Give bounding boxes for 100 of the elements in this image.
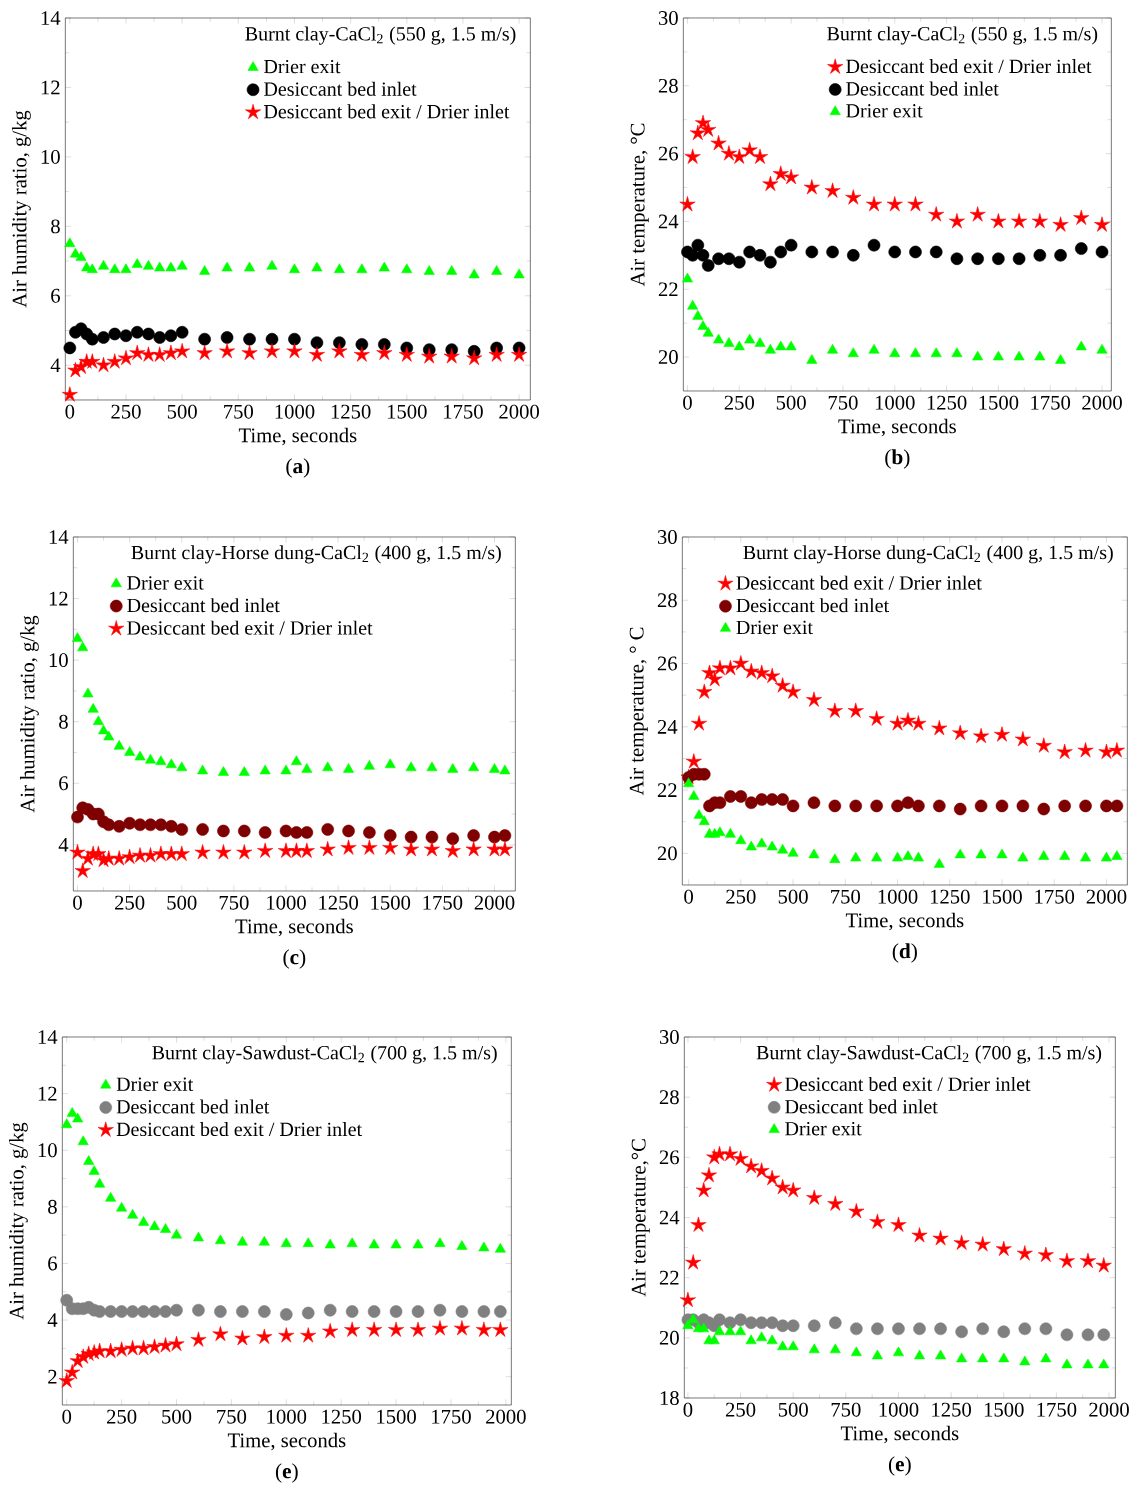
x-axis-title: Time, seconds	[235, 918, 353, 937]
x-tick-label: 1250	[927, 395, 967, 410]
x-tick-label: 0	[72, 895, 82, 910]
y-tick-label: 6	[59, 776, 68, 791]
legend-title: Burnt clay-Sawdust-CaCl$_{2}$ (700 g, 1.5 m/s)	[756, 1045, 1101, 1064]
text: (a)	[286, 458, 310, 478]
legend-label: Desiccant bed exit / Drier inlet	[116, 1122, 362, 1137]
legend-label: Desiccant bed inlet	[263, 81, 417, 96]
x-tick-label: 1500	[387, 404, 427, 419]
y-tick-label: 14	[38, 1030, 58, 1044]
x-tick-label: 500	[167, 404, 197, 419]
text: (e)	[888, 1456, 911, 1476]
x-tick-label: 1250	[331, 404, 371, 419]
x-tick-label: 0	[62, 1409, 71, 1424]
y-tick-label: 26	[659, 1150, 679, 1165]
x-tick-label: 1500	[982, 889, 1022, 904]
legend-label: Desiccant bed exit / Drier inlet	[736, 575, 982, 590]
y-tick-label: 12	[41, 80, 60, 95]
x-tick-label: 750	[224, 404, 253, 419]
y-tick-label: 22	[659, 1270, 679, 1285]
x-tick-label: 1750	[423, 895, 463, 910]
y-tick-label: 14	[49, 530, 69, 544]
x-tick-label: 500	[162, 1409, 192, 1424]
x-tick-label: 250	[106, 1409, 137, 1424]
y-tick-label: 28	[657, 593, 677, 608]
text: (e)	[275, 1463, 298, 1483]
y-tick-label: 20	[659, 1330, 679, 1345]
x-tick-label: 1250	[930, 889, 970, 904]
x-axis-title: Time, seconds	[227, 1432, 346, 1451]
y-tick-label: 4	[47, 1313, 58, 1327]
x-tick-label: 2000	[1082, 395, 1122, 410]
x-axis-title: Time, seconds	[238, 427, 357, 446]
y-tick-label: 24	[658, 214, 679, 229]
y-tick-label: 26	[657, 656, 677, 671]
legend-label: Drier exit	[116, 1077, 194, 1091]
x-tick-label: 1500	[979, 395, 1019, 410]
x-tick-label: 1000	[267, 1409, 306, 1424]
y-tick-label: 12	[49, 591, 68, 606]
x-tick-label: 1000	[266, 895, 306, 910]
x-axis-title: Time, seconds	[845, 912, 964, 931]
y-axis-title: Air humidity ratio, g/kg	[11, 110, 31, 308]
y-tick-label: 28	[658, 78, 678, 93]
x-tick-label: 1000	[878, 889, 918, 904]
y-tick-label: 8	[50, 219, 60, 234]
y-tick-label: 10	[41, 149, 60, 164]
y-tick-label: 2	[48, 1369, 57, 1384]
x-axis-title: Time, seconds	[838, 418, 956, 437]
y-tick-label: 12	[38, 1086, 57, 1101]
x-tick-label: 1250	[322, 1409, 361, 1424]
x-tick-label: 1500	[377, 1409, 416, 1424]
x-tick-label: 250	[725, 1402, 756, 1417]
y-tick-label: 4	[58, 838, 69, 852]
legend-label: Desiccant bed inlet	[845, 81, 999, 96]
x-tick-label: 750	[831, 1402, 861, 1417]
x-tick-label: 750	[828, 395, 858, 410]
legend-label: Desiccant bed inlet	[127, 598, 280, 613]
x-tick-label: 250	[111, 404, 141, 419]
legend-title: Burnt clay-CaCl$_{2}$ (550 g, 1.5 m/s)	[245, 26, 516, 45]
x-tick-label: 1250	[319, 895, 358, 910]
legend-label: Desiccant bed exit / Drier inlet	[127, 620, 373, 635]
x-tick-label: 250	[726, 889, 756, 904]
legend-label: Desiccant bed inlet	[784, 1099, 938, 1114]
legend-label: Desiccant bed exit / Drier inlet	[845, 59, 1092, 74]
x-tick-label: 500	[776, 395, 806, 410]
x-tick-label: 500	[778, 889, 808, 904]
y-axis-title: Air temperature, ° C	[629, 627, 648, 796]
x-tick-label: 2000	[1086, 889, 1127, 904]
x-tick-label: 500	[167, 895, 197, 910]
x-tick-label: 750	[219, 895, 249, 910]
x-tick-label: 1750	[1037, 1402, 1077, 1417]
legend-label: Drier exit	[845, 104, 923, 118]
x-tick-label: 250	[114, 895, 145, 910]
y-tick-label: 30	[658, 11, 678, 25]
y-tick-label: 30	[657, 530, 677, 544]
x-axis-title: Time, seconds	[840, 1425, 959, 1444]
x-tick-label: 2000	[1089, 1402, 1129, 1417]
legend-title: Burnt clay-Horse dung-CaCl$_{2}$ (400 g, 1.5 m/s)	[743, 545, 1113, 564]
y-tick-label: 6	[51, 288, 60, 303]
x-tick-label: 2000	[474, 895, 515, 910]
x-tick-label: 0	[683, 1402, 693, 1417]
x-tick-label: 250	[724, 395, 754, 410]
x-tick-label: 0	[684, 889, 693, 904]
x-tick-label: 0	[65, 404, 75, 419]
y-tick-label: 24	[657, 719, 678, 734]
legend-label: Drier exit	[784, 1121, 862, 1136]
legend-label: Desiccant bed exit / Drier inlet	[263, 104, 510, 119]
y-tick-label: 8	[47, 1199, 57, 1214]
legend-label: Drier exit	[736, 620, 813, 635]
y-tick-label: 6	[48, 1256, 57, 1271]
x-tick-label: 0	[682, 395, 692, 410]
y-tick-label: 24	[659, 1210, 680, 1225]
y-tick-label: 20	[658, 350, 678, 365]
legend-label: Desiccant bed inlet	[736, 598, 889, 613]
x-tick-label: 2000	[499, 404, 539, 419]
legend-title: Burnt clay-CaCl$_{2}$ (550 g, 1.5 m/s)	[826, 26, 1097, 45]
legend-label: Desiccant bed exit / Drier inlet	[784, 1076, 1031, 1091]
y-tick-label: 28	[659, 1090, 679, 1105]
x-tick-label: 1500	[984, 1402, 1024, 1417]
y-tick-label: 14	[41, 11, 61, 25]
y-tick-label: 30	[659, 1030, 679, 1044]
